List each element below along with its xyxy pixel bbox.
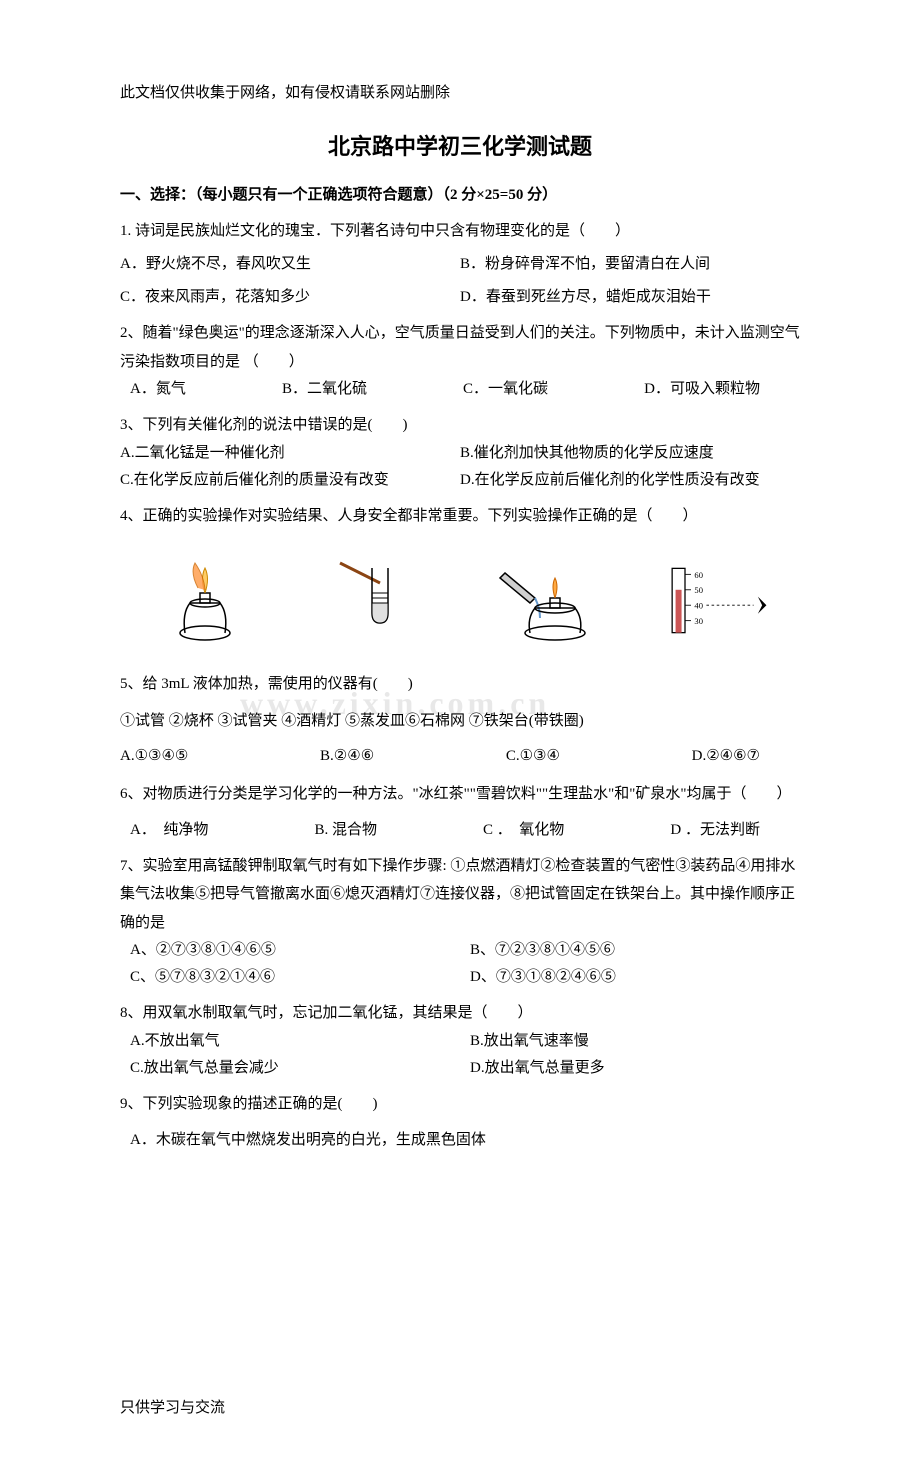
- figure-pour-liquid: [485, 555, 605, 645]
- figure-alcohol-lamp: [145, 555, 265, 645]
- q7-opt-b: B、⑦②③⑧①④⑤⑥: [460, 937, 800, 964]
- therm-60: 60: [694, 569, 703, 579]
- q1-opt-b: B．粉身碎骨浑不怕，要留清白在人间: [460, 251, 800, 278]
- question-7: 7、实验室用高锰酸钾制取氧气时有如下操作步骤: ①点燃酒精灯②检查装置的气密性③…: [120, 852, 800, 992]
- q8-opt-a: A.不放出氧气: [120, 1028, 460, 1055]
- therm-30: 30: [694, 616, 703, 626]
- q8-text: 8、用双氧水制取氧气时，忘记加二氧化锰，其结果是（ ）: [120, 999, 800, 1028]
- question-4: 4、正确的实验操作对实验结果、人身安全都非常重要。下列实验操作正确的是（ ）: [120, 502, 800, 531]
- q1-opt-a: A．野火烧不尽，春风吹又生: [120, 251, 460, 278]
- q3-opt-a: A.二氧化锰是一种催化剂: [120, 440, 460, 467]
- q5-opt-b: B.②④⑥: [320, 743, 374, 770]
- q1-text: 1. 诗词是民族灿烂文化的瑰宝．下列著名诗句中只含有物理变化的是（ ）: [120, 217, 800, 246]
- figures-row: 60 50 40 30: [120, 550, 800, 650]
- q5-sub: ①试管 ②烧杯 ③试管夹 ④酒精灯 ⑤蒸发皿⑥石棉网 ⑦铁架台(带铁圈): [120, 707, 800, 736]
- q8-opt-d: D.放出氧气总量更多: [460, 1055, 800, 1082]
- q5-opt-d: D.②④⑥⑦: [692, 743, 760, 770]
- q2-opt-b: B．二氧化硫: [272, 376, 367, 403]
- q2-opt-c: C．一氧化碳: [453, 376, 548, 403]
- figure-test-tube: [315, 555, 435, 645]
- question-9: 9、下列实验现象的描述正确的是( ) A．木碳在氧气中燃烧发出明亮的白光，生成黑…: [120, 1090, 800, 1155]
- footer-note: 只供学习与交流: [120, 1395, 800, 1422]
- page-title: 北京路中学初三化学测试题: [120, 127, 800, 167]
- q6-text: 6、对物质进行分类是学习化学的一种方法。"冰红茶""雪碧饮料""生理盐水"和"矿…: [120, 780, 800, 809]
- q2-text: 2、随着"绿色奥运"的理念逐渐深入人心，空气质量日益受到人们的关注。下列物质中，…: [120, 319, 800, 376]
- q3-opt-d: D.在化学反应前后催化剂的化学性质没有改变: [460, 467, 800, 494]
- q5-opt-a: A.①③④⑤: [120, 743, 188, 770]
- question-1: 1. 诗词是民族灿烂文化的瑰宝．下列著名诗句中只含有物理变化的是（ ） A．野火…: [120, 217, 800, 312]
- therm-50: 50: [694, 585, 703, 595]
- q5-text: 5、给 3mL 液体加热，需使用的仪器有( ): [120, 670, 800, 699]
- question-8: 8、用双氧水制取氧气时，忘记加二氧化锰，其结果是（ ） A.不放出氧气 B.放出…: [120, 999, 800, 1082]
- q6-opt-a: A． 纯净物: [120, 817, 208, 844]
- question-5: 5、给 3mL 液体加热，需使用的仪器有( ) www.zixin.com.cn…: [120, 670, 800, 770]
- q8-opt-c: C.放出氧气总量会减少: [120, 1055, 460, 1082]
- q9-text: 9、下列实验现象的描述正确的是( ): [120, 1090, 800, 1119]
- q3-opt-c: C.在化学反应前后催化剂的质量没有改变: [120, 467, 460, 494]
- figure-thermometer: 60 50 40 30: [655, 555, 775, 645]
- q2-opt-a: A．氮气: [120, 376, 186, 403]
- header-note: 此文档仅供收集于网络，如有侵权请联系网站删除: [120, 80, 800, 107]
- q8-opt-b: B.放出氧气速率慢: [460, 1028, 800, 1055]
- q7-opt-c: C、⑤⑦⑧③②①④⑥: [120, 964, 460, 991]
- q4-text: 4、正确的实验操作对实验结果、人身安全都非常重要。下列实验操作正确的是（ ）: [120, 502, 800, 531]
- q2-opt-d: D．可吸入颗粒物: [634, 376, 760, 403]
- q9-opt-a: A．木碳在氧气中燃烧发出明亮的白光，生成黑色固体: [120, 1126, 800, 1155]
- q5-opt-c: C.①③④: [506, 743, 560, 770]
- question-6: 6、对物质进行分类是学习化学的一种方法。"冰红茶""雪碧饮料""生理盐水"和"矿…: [120, 780, 800, 844]
- q1-opt-d: D．春蚕到死丝方尽，蜡炬成灰泪始干: [460, 284, 800, 311]
- q3-text: 3、下列有关催化剂的说法中错误的是( ): [120, 411, 800, 440]
- q6-opt-b: B. 混合物: [304, 817, 377, 844]
- question-3: 3、下列有关催化剂的说法中错误的是( ) A.二氧化锰是一种催化剂 B.催化剂加…: [120, 411, 800, 494]
- q7-text: 7、实验室用高锰酸钾制取氧气时有如下操作步骤: ①点燃酒精灯②检查装置的气密性③…: [120, 852, 800, 938]
- section-header: 一、选择：（每小题只有一个正确选项符合题意）（2 分×25=50 分）: [120, 182, 800, 209]
- q1-opt-c: C．夜来风雨声，花落知多少: [120, 284, 460, 311]
- q7-opt-d: D、⑦③①⑧②④⑥⑤: [460, 964, 800, 991]
- q6-opt-c: C ． 氧化物: [473, 817, 564, 844]
- q7-opt-a: A、②⑦③⑧①④⑥⑤: [120, 937, 460, 964]
- therm-40: 40: [694, 600, 703, 610]
- q3-opt-b: B.催化剂加快其他物质的化学反应速度: [460, 440, 800, 467]
- question-2: 2、随着"绿色奥运"的理念逐渐深入人心，空气质量日益受到人们的关注。下列物质中，…: [120, 319, 800, 403]
- q6-opt-d: D ．无法判断: [660, 817, 760, 844]
